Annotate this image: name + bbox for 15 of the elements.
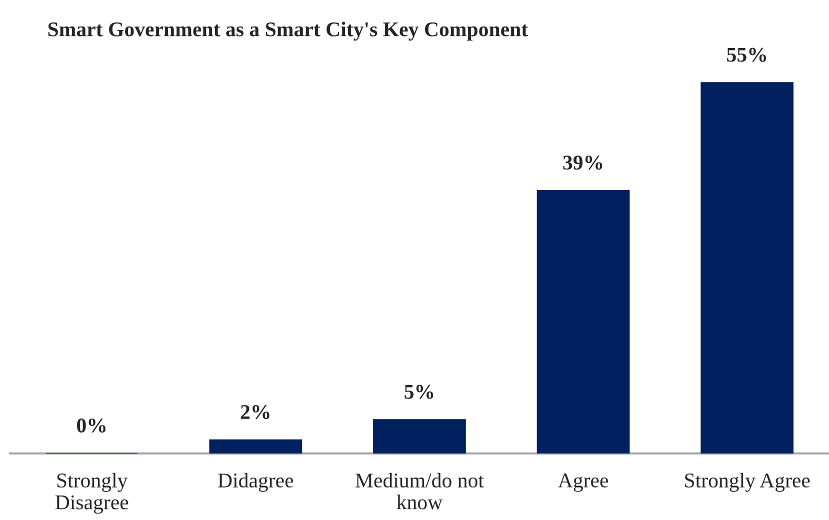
chart-title: Smart Government as a Smart City's Key Component [48,22,528,41]
x-tick-label: Medium/do not know [356,472,484,510]
x-tick-label: Didagree [218,472,294,492]
x-tick-label: Strongly Agree [685,472,810,492]
bar [700,82,794,454]
data-label: 0% [77,418,106,433]
data-label: 55% [727,48,766,62]
data-label: 39% [563,156,602,170]
data-label: 2% [240,405,270,420]
bar [373,419,466,454]
bar [209,439,302,454]
bar [536,190,630,454]
data-label: 5% [404,384,434,399]
x-tick-label: Agree [558,474,608,492]
x-tick-label: Strongly Disagree [55,472,128,514]
